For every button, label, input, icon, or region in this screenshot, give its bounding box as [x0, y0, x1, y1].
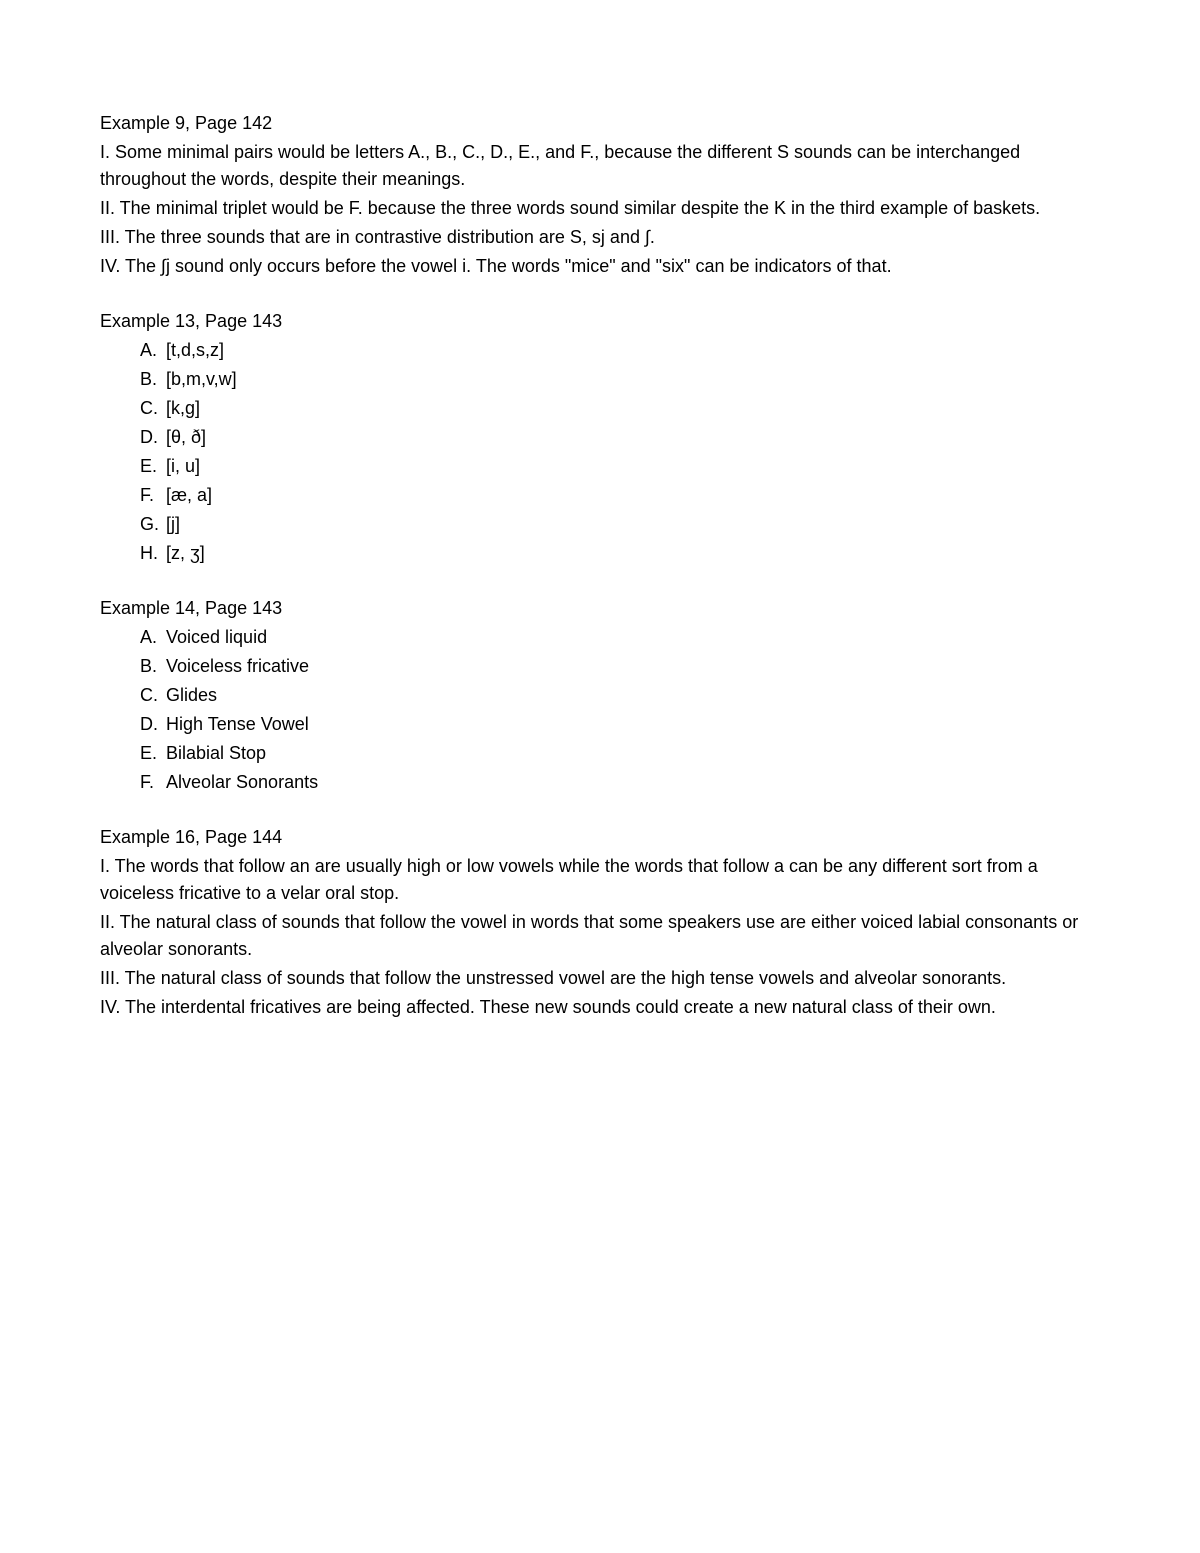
document-body: Example 9, Page 142 I. Some minimal pair… [100, 110, 1100, 1021]
list-item-text: [b,m,v,w] [166, 369, 237, 389]
list-item-text: Voiced liquid [166, 627, 267, 647]
list-item: F.[æ, a] [140, 482, 1100, 509]
list-item: A.Voiced liquid [140, 624, 1100, 651]
section-example-14: Example 14, Page 143 A.Voiced liquid B.V… [100, 595, 1100, 796]
list-item-text: Bilabial Stop [166, 743, 266, 763]
list-item: B.[b,m,v,w] [140, 366, 1100, 393]
list-item-label: D. [140, 711, 166, 738]
paragraph: IV. The interdental fricatives are being… [100, 994, 1100, 1021]
list-item-text: Alveolar Sonorants [166, 772, 318, 792]
list-item: A.[t,d,s,z] [140, 337, 1100, 364]
list-item-text: [t,d,s,z] [166, 340, 224, 360]
list-item: D.High Tense Vowel [140, 711, 1100, 738]
paragraph: III. The natural class of sounds that fo… [100, 965, 1100, 992]
list-item: E.Bilabial Stop [140, 740, 1100, 767]
list-item-label: B. [140, 653, 166, 680]
list-item-label: D. [140, 424, 166, 451]
list-item-label: G. [140, 511, 166, 538]
list-item-text: Voiceless fricative [166, 656, 309, 676]
list-item: E.[i, u] [140, 453, 1100, 480]
section-example-9: Example 9, Page 142 I. Some minimal pair… [100, 110, 1100, 280]
section-heading: Example 14, Page 143 [100, 595, 1100, 622]
section-example-13: Example 13, Page 143 A.[t,d,s,z] B.[b,m,… [100, 308, 1100, 567]
list-item-label: C. [140, 682, 166, 709]
list-item: C.[k,g] [140, 395, 1100, 422]
lettered-list: A.Voiced liquid B.Voiceless fricative C.… [100, 624, 1100, 796]
paragraph: I. The words that follow an are usually … [100, 853, 1100, 907]
list-item: C.Glides [140, 682, 1100, 709]
list-item-label: B. [140, 366, 166, 393]
section-heading: Example 13, Page 143 [100, 308, 1100, 335]
list-item-label: C. [140, 395, 166, 422]
list-item-label: H. [140, 540, 166, 567]
list-item-text: [æ, a] [166, 485, 212, 505]
section-example-16: Example 16, Page 144 I. The words that f… [100, 824, 1100, 1021]
list-item-text: [j] [166, 514, 180, 534]
paragraph: IV. The ∫j sound only occurs before the … [100, 253, 1100, 280]
list-item-text: High Tense Vowel [166, 714, 309, 734]
list-item-text: [i, u] [166, 456, 200, 476]
list-item: H.[z, ʒ] [140, 540, 1100, 567]
list-item-label: F. [140, 482, 166, 509]
paragraph: I. Some minimal pairs would be letters A… [100, 139, 1100, 193]
lettered-list: A.[t,d,s,z] B.[b,m,v,w] C.[k,g] D.[θ, ð]… [100, 337, 1100, 567]
list-item-label: A. [140, 337, 166, 364]
list-item: F.Alveolar Sonorants [140, 769, 1100, 796]
section-heading: Example 16, Page 144 [100, 824, 1100, 851]
list-item-label: F. [140, 769, 166, 796]
list-item-label: E. [140, 740, 166, 767]
list-item: G.[j] [140, 511, 1100, 538]
list-item-text: [θ, ð] [166, 427, 206, 447]
section-heading: Example 9, Page 142 [100, 110, 1100, 137]
paragraph: II. The natural class of sounds that fol… [100, 909, 1100, 963]
paragraph: II. The minimal triplet would be F. beca… [100, 195, 1100, 222]
list-item: D.[θ, ð] [140, 424, 1100, 451]
list-item-label: A. [140, 624, 166, 651]
paragraph: III. The three sounds that are in contra… [100, 224, 1100, 251]
list-item-label: E. [140, 453, 166, 480]
list-item-text: [k,g] [166, 398, 200, 418]
list-item: B.Voiceless fricative [140, 653, 1100, 680]
list-item-text: Glides [166, 685, 217, 705]
list-item-text: [z, ʒ] [166, 543, 205, 563]
